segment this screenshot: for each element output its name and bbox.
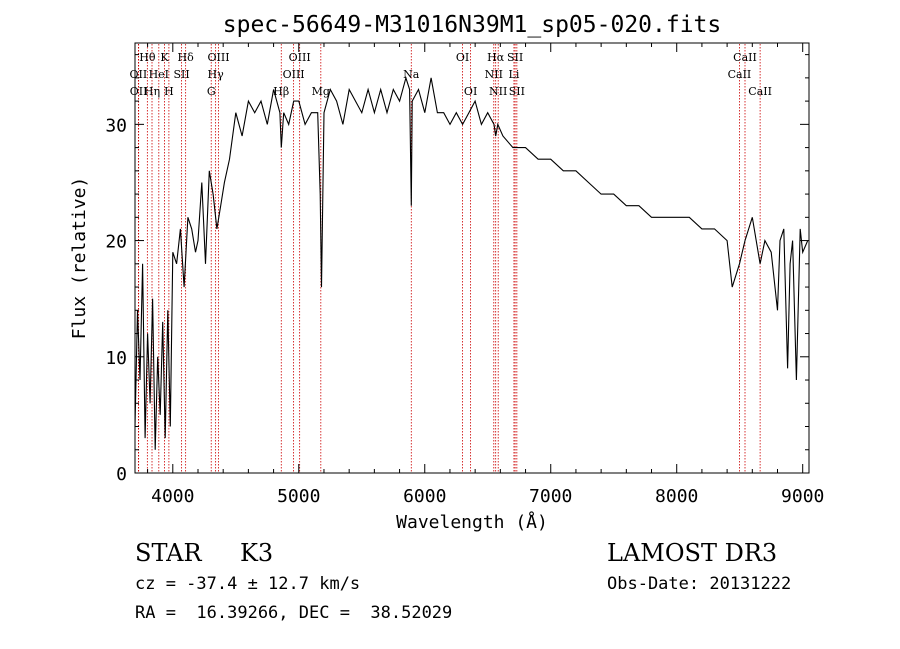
x-tick-label: 9000 <box>781 486 824 507</box>
line-label-3: K <box>160 51 169 64</box>
x-tick-label: 6000 <box>403 486 446 507</box>
coordinates-ra-dec: RA = 16.39266, DEC = 38.52029 <box>135 603 453 623</box>
line-label-18: OI <box>464 85 477 98</box>
line-label-12: Hβ <box>273 85 289 98</box>
line-label-10: Hγ <box>208 68 225 81</box>
x-axis-ticks: 4000 5000 6000 7000 8000 9000 <box>147 43 824 507</box>
line-label-22: Li <box>509 68 520 81</box>
y-tick-label: 0 <box>116 464 127 485</box>
line-label-26: CaII <box>728 68 752 81</box>
line-label-21: NII <box>485 68 503 81</box>
line-label-19: Hα <box>487 51 505 64</box>
line-label-1: OII <box>130 68 148 81</box>
line-label-23: NII <box>489 85 507 98</box>
spectral-line-labels: Hθ OII OII K HeI Hη Hδ SII H OIII Hγ G Hβ OIII OIII Mg N… <box>130 51 772 98</box>
object-class: STAR <box>135 539 202 567</box>
y-tick-label: 30 <box>105 115 127 136</box>
redshift-cz: cz = -37.4 ± 12.7 km/s <box>135 574 361 594</box>
x-tick-label: 5000 <box>277 486 320 507</box>
line-label-0: Hθ <box>139 51 156 64</box>
chart-title: spec-56649-M31016N39M1_sp05-020.fits <box>223 12 722 38</box>
observation-date: Obs-Date: 20131222 <box>607 574 792 594</box>
object-subclass: K3 <box>240 539 274 567</box>
line-label-20: SII <box>507 51 523 64</box>
plot-frame <box>134 42 810 474</box>
x-axis-label: Wavelength (Å) <box>396 511 548 533</box>
x-tick-label: 8000 <box>655 486 698 507</box>
line-label-6: Hδ <box>178 51 195 64</box>
y-tick-label: 20 <box>105 232 127 253</box>
line-label-15: Mg <box>312 85 330 98</box>
line-label-17: OI <box>456 51 469 64</box>
line-label-25: CaII <box>733 51 757 64</box>
line-label-9: OIII <box>207 51 229 64</box>
line-label-2: OII <box>130 85 148 98</box>
line-label-14: OIII <box>283 68 305 81</box>
line-label-5: Hη <box>144 85 160 98</box>
line-label-7: SII <box>173 68 189 81</box>
line-label-4: HeI <box>149 68 169 81</box>
line-label-27: CaII <box>748 85 772 98</box>
y-axis-ticks: 0 10 20 30 <box>105 54 809 485</box>
y-axis-label: Flux (relative) <box>69 177 90 340</box>
spectral-line-markers <box>138 44 761 472</box>
x-tick-label: 4000 <box>151 486 194 507</box>
line-label-8: H <box>164 85 174 98</box>
x-tick-label: 7000 <box>529 486 572 507</box>
line-label-13: OIII <box>289 51 311 64</box>
line-label-11: G <box>207 85 216 98</box>
survey-name: LAMOST DR3 <box>607 539 778 567</box>
line-label-16: Na <box>403 68 420 81</box>
line-label-24: SII <box>509 85 525 98</box>
y-tick-label: 10 <box>105 348 127 369</box>
flux-series-line <box>134 75 809 450</box>
